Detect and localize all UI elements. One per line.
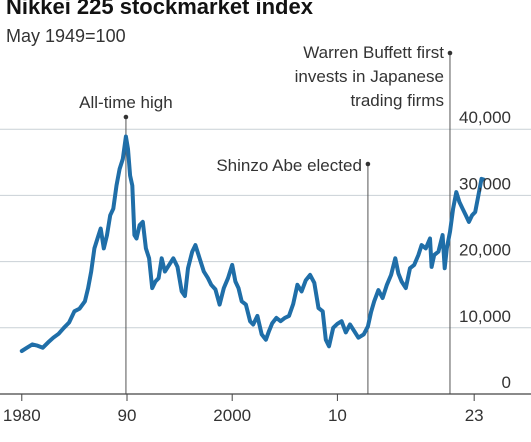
y-tick-label: 20,000 xyxy=(459,241,511,260)
y-tick-label: 10,000 xyxy=(459,307,511,326)
y-tick-label: 40,000 xyxy=(459,108,511,127)
y-tick-label: 0 xyxy=(502,373,511,392)
y-tick-label: 30,000 xyxy=(459,174,511,193)
annotation-label: Warren Buffett first xyxy=(303,43,444,62)
x-tick-label: 10 xyxy=(328,406,347,425)
series-line-nikkei xyxy=(19,134,486,353)
x-axis: 1980 90 2000 10 23 xyxy=(0,393,531,425)
x-tick-label: 1980 xyxy=(3,406,41,425)
annotation-dot xyxy=(365,161,371,167)
annotation-label: All-time high xyxy=(79,93,173,112)
annotation-label: trading firms xyxy=(350,91,444,110)
chart-subtitle: May 1949=100 xyxy=(6,26,126,46)
chart-title: Nikkei 225 stockmarket index xyxy=(6,0,313,19)
y-axis-ticks: 0 10,000 20,000 30,000 40,000 xyxy=(459,108,511,392)
annotation-dot xyxy=(447,50,453,56)
annotation-labels: All-time high Shinzo Abe elected Warren Bu… xyxy=(79,43,453,175)
x-tick-label: 90 xyxy=(118,406,137,425)
x-tick-label: 23 xyxy=(465,406,484,425)
series-group xyxy=(19,134,486,353)
annotation-label: Shinzo Abe elected xyxy=(216,156,362,175)
x-tick-label: 2000 xyxy=(213,406,251,425)
annotation-dot xyxy=(123,114,129,120)
annotation-label: invests in Japanese xyxy=(295,67,444,86)
